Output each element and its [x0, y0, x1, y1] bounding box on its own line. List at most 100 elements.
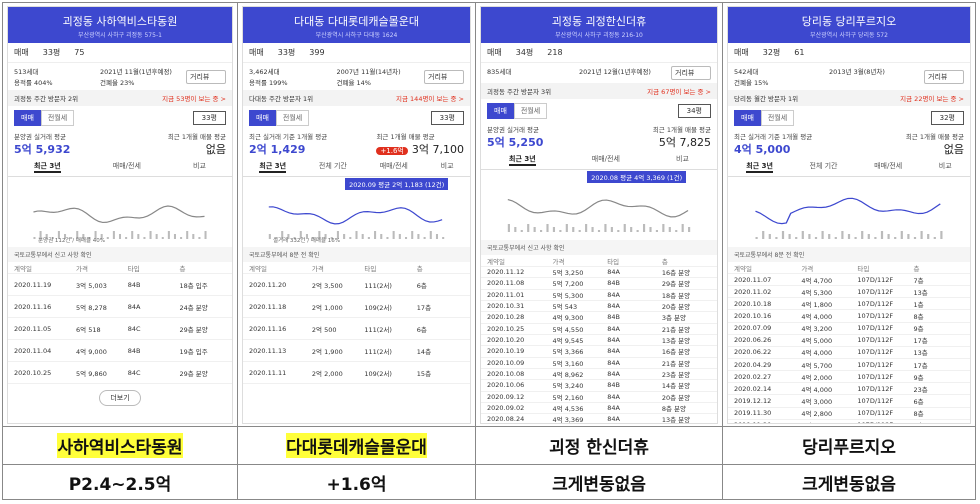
info-item: 2021년 11월(1년후예정)	[100, 68, 172, 76]
volume-bar	[552, 227, 556, 232]
volume-bar	[821, 231, 824, 239]
visitor-rank: 다대동 주간 방문자 1위	[249, 95, 314, 103]
chart-tab: 최근 3년	[34, 161, 61, 173]
chart: 2020.09 평균 2억 1,183 (12건) 실거래 332건 / 매매율 …	[243, 177, 470, 247]
value-cell: 크게변동없음	[723, 464, 975, 499]
trade-row: 2020.11.01 5억 5,300 84A 18층 분양	[481, 290, 717, 301]
trade-cell: 16층 분양	[661, 348, 691, 357]
volume-bar	[617, 230, 620, 232]
street-view-button: 거리뷰	[924, 69, 964, 84]
value-cell: 크게변동없음	[476, 464, 722, 499]
trade-cell: 6층	[416, 325, 427, 334]
trade-cell: 4억 2,000	[801, 373, 833, 382]
trade-row: 2020.11.20 2억 3,500 111(2서) 6층	[243, 274, 470, 296]
volume-bar	[137, 234, 140, 239]
trade-cell: 2020.11.12	[487, 268, 525, 277]
trade-cell: 2020.11.05	[14, 324, 52, 333]
volume-bar	[149, 231, 152, 239]
table-header: 계약일 가격 타입 층	[728, 262, 970, 274]
trade-row: 2020.11.16 5억 8,278 84A 24층 분양	[8, 296, 232, 318]
name-cell: 사하역비스타동원	[3, 426, 237, 464]
volume-bar	[336, 231, 339, 239]
trade-row: 2020.11.19 3억 5,003 84B 18층 입주	[8, 274, 232, 296]
column-header: 계약일	[487, 257, 505, 266]
trade-cell: 20층 분양	[661, 393, 691, 402]
chart-tab: 최근 3년	[509, 154, 536, 166]
trade-cell: 2020.04.29	[734, 360, 772, 369]
volume-bar	[125, 237, 128, 239]
trade-cell: 84C	[127, 324, 141, 333]
trade-row: 2020.04.29 4억 5,700 107D/112F 17층	[728, 359, 970, 372]
volume-bar	[374, 231, 377, 239]
app-header: 괴정동 사하역비스타동원 부산광역시 사하구 괴정동 575-1	[8, 7, 232, 43]
volume-bar	[755, 237, 758, 239]
volume-bar	[274, 237, 278, 239]
column-header: 가격	[552, 257, 565, 266]
trade-cell: 2020.10.31	[487, 302, 525, 311]
column-header: 타입	[857, 264, 870, 273]
trade-row: 2020.10.25 5억 4,550 84A 21층 분양	[481, 324, 717, 335]
chart-tab: 매매/전세	[112, 162, 141, 170]
trade-cell: 2020.06.22	[734, 348, 772, 357]
name-cell: 당리푸르지오	[723, 426, 975, 464]
trade-cell: 17층	[416, 303, 432, 312]
trade-cell: 84C	[127, 368, 141, 377]
comment-count: 61	[794, 48, 805, 57]
volume-bar	[900, 231, 903, 239]
volume-bar	[546, 224, 549, 232]
toolbar: 매매 32평 61	[728, 43, 970, 63]
app-screenshot: 괴정동 괴정한신더휴 부산광역시 사하구 괴정동 216-10 매매 34평 218 83…	[480, 6, 718, 424]
trade-cell: 3층 분양	[661, 314, 686, 323]
volume-bar	[417, 234, 420, 239]
trade-cell: 111(2서)	[364, 281, 392, 290]
trade-row: 2020.10.08 4억 8,962 84A 23층 분양	[481, 369, 717, 381]
volume-bar	[920, 231, 923, 239]
trade-cell: 14층	[416, 347, 432, 356]
volume-bar	[533, 227, 536, 232]
toolbar: 매매 34평 218	[481, 43, 717, 63]
recent-value: 없음	[943, 143, 964, 156]
volume-bar	[814, 237, 818, 239]
price-block: 최근 실거래 기준 1개월 평균 최근 1개월 매물 평균 2억 1,429 +1.6…	[243, 130, 470, 158]
trade-cell: 2019.11.20	[734, 421, 801, 423]
trade-cell: 2020.11.19	[14, 280, 52, 289]
price-label: 최근 실거래 기준 1개월 평균	[734, 133, 813, 141]
column-header: 계약일	[249, 264, 267, 273]
volume-bar	[398, 234, 401, 239]
volume-bar	[762, 231, 765, 239]
trade-cell: 2020.11.13	[249, 346, 287, 355]
trade-row: 2020.10.06 5억 3,240 84B 14층 분양	[481, 380, 717, 392]
complex-name: 다대롯데캐슬몰운대	[286, 433, 427, 458]
chart-tab: 비교	[938, 162, 952, 170]
volume-bar	[423, 237, 426, 239]
recent-value: 없음	[205, 143, 226, 156]
trade-row: 2020.06.26 4억 5,000 107D/112F 17층	[728, 335, 970, 347]
complex-name: 사하역비스타동원	[57, 433, 183, 458]
visitor-bar: 괴정동 주간 방문자 3위 지금 67명이 보는 중 >	[481, 83, 717, 99]
volume-bar	[186, 231, 189, 239]
size-select: 33평	[192, 111, 226, 125]
trade-cell: 2020.11.16	[249, 324, 287, 333]
volume-bar	[520, 230, 523, 232]
address: 부산광역시 사하구 괴정동 575-1	[78, 32, 162, 39]
volume-bar	[649, 227, 652, 232]
price-label: 최근 실거래 기준 1개월 평균	[249, 133, 328, 141]
tab: 전월세	[40, 110, 75, 126]
comment-count: 75	[74, 48, 85, 57]
info-item: 건폐율 14%	[336, 79, 371, 87]
volume-bar	[45, 234, 48, 239]
volume-bar	[39, 231, 42, 239]
size: 33평	[42, 48, 61, 57]
trade-row: 2020.11.07 4억 4,700 107D/112F 7층	[728, 274, 970, 287]
volume-bar	[768, 234, 771, 239]
volume-bar	[867, 234, 870, 239]
complex-info: 3,462세대 2007년 11월(14년차) 용적률 199% 건폐율 14% 거리뷰	[243, 63, 470, 90]
trade-cell: 84A	[127, 302, 141, 311]
volume-bar	[623, 224, 626, 232]
volume-bar	[404, 237, 408, 239]
chart-note: 분양권 112건 / 매매율 40%	[38, 238, 105, 244]
trade-cell: 84A	[607, 370, 620, 379]
volume-bar	[591, 227, 594, 232]
volume-bar	[907, 234, 910, 239]
info-item: 2021년 12월(1년후예정)	[579, 68, 651, 76]
